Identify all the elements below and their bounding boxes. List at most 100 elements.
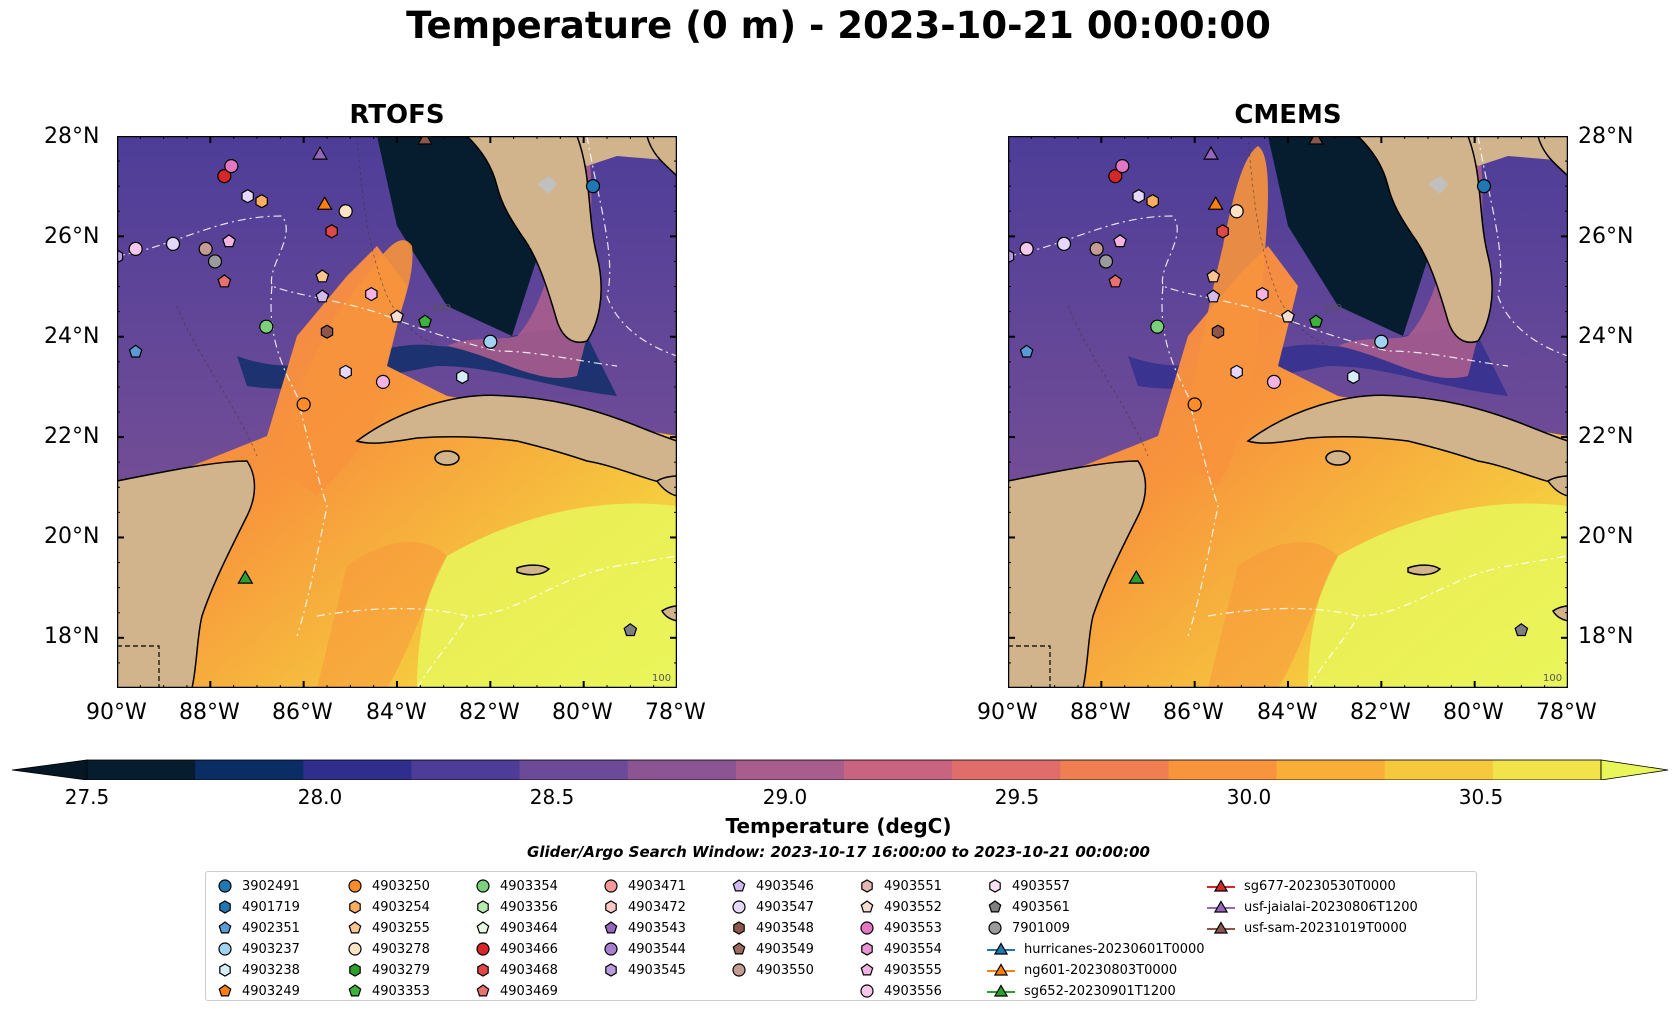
argo-float-marker xyxy=(325,224,338,239)
legend-label: 4903548 xyxy=(756,920,814,936)
legend-item: 4903554 xyxy=(858,940,942,958)
legend-label: 4903543 xyxy=(628,920,686,936)
main-title: Temperature (0 m) - 2023-10-21 00:00:00 xyxy=(406,4,1271,47)
colorbar-extend-low xyxy=(11,759,88,780)
argo-float-marker xyxy=(339,364,352,380)
legend-label: 4903554 xyxy=(884,941,942,957)
legend-label: 4903466 xyxy=(500,941,558,957)
legend-item: 4903548 xyxy=(730,919,814,937)
colorbar-tick: 28.5 xyxy=(529,785,575,809)
lake xyxy=(1428,176,1448,194)
legend-item: 4903550 xyxy=(730,961,814,979)
lat-tick: 26°N xyxy=(44,224,100,249)
legend-marker-hexagon xyxy=(733,921,745,935)
map-cmems: 100 100 xyxy=(1001,130,1569,689)
lat-tick: 28°N xyxy=(44,124,100,149)
argo-float-marker xyxy=(165,236,181,251)
legend-label: 4903238 xyxy=(242,962,300,978)
legend-marker-hexagon xyxy=(989,879,1001,893)
lat-tick: 22°N xyxy=(1578,424,1634,449)
argo-float-marker xyxy=(1211,324,1225,339)
legend-item: hurricanes-20230601T0000 xyxy=(986,940,1205,958)
legend-label: 4903561 xyxy=(1012,899,1070,915)
legend-marker-pentagon xyxy=(732,942,746,955)
legend-marker-hexagon xyxy=(861,942,873,956)
legend-item: 4903551 xyxy=(858,877,942,895)
isobath-contours xyxy=(176,135,438,457)
legend-label: 4903250 xyxy=(372,878,430,894)
colorbar-segment xyxy=(735,760,845,780)
argo-float-marker xyxy=(1206,269,1221,283)
legend-item: 4903557 xyxy=(986,877,1070,895)
legend-label: 4903556 xyxy=(884,983,942,999)
legend-label: 4903249 xyxy=(242,983,300,999)
map-frame xyxy=(116,135,678,689)
legend-marker-circle xyxy=(476,879,490,893)
legend-item: 4903249 xyxy=(216,982,300,1000)
legend-label: 4903552 xyxy=(884,899,942,915)
legend-marker-pentagon xyxy=(604,921,618,934)
legend-item: 4903354 xyxy=(474,877,558,895)
glider-marker xyxy=(312,145,328,160)
legend-item: 4903553 xyxy=(858,919,942,937)
legend-item: 4903356 xyxy=(474,898,558,916)
lon-tick: 90°W xyxy=(86,700,147,725)
legend-item: 7901009 xyxy=(986,919,1070,937)
legend-label: 4903278 xyxy=(372,941,430,957)
legend-marker-circle xyxy=(348,942,362,956)
argo-float-marker xyxy=(315,289,330,303)
legend-item: 4901719 xyxy=(216,898,300,916)
colorbar xyxy=(11,759,1669,780)
legend-marker-circle xyxy=(476,942,490,956)
legend-item: 4903549 xyxy=(730,940,814,958)
legend-marker-circle xyxy=(218,879,232,893)
argo-float-marker xyxy=(456,369,469,385)
lat-tick: 18°N xyxy=(44,624,100,649)
glider-marker xyxy=(1203,145,1219,160)
land xyxy=(1007,135,1569,689)
legend-marker-triangle-line xyxy=(993,984,1009,997)
colorbar-segment xyxy=(1276,760,1386,780)
argo-float-marker xyxy=(241,189,254,204)
legend-label: 4903279 xyxy=(372,962,430,978)
lon-tick: 82°W xyxy=(459,700,520,725)
argo-float-marker xyxy=(217,169,232,184)
legend-item: sg652-20230901T1200 xyxy=(986,982,1176,1000)
lon-tick: 90°W xyxy=(977,700,1038,725)
colorbar-segment xyxy=(1492,760,1602,780)
legend-marker-circle xyxy=(218,942,232,956)
argo-float-marker xyxy=(1089,241,1104,257)
legend-label: 4902351 xyxy=(242,920,300,936)
argo-float-marker xyxy=(623,623,638,637)
colorbar-segment xyxy=(844,760,953,780)
lon-tick: 86°W xyxy=(272,700,333,725)
legend-item: 4903546 xyxy=(730,877,814,895)
legend-label: 4903553 xyxy=(884,920,942,936)
legend-item: 4903471 xyxy=(602,877,686,895)
legend-item: ng601-20230803T0000 xyxy=(986,961,1177,979)
argo-float-marker xyxy=(128,344,143,358)
legend-item: 4903279 xyxy=(346,961,430,979)
legend-label: 4903255 xyxy=(372,920,430,936)
argo-float-marker xyxy=(338,204,353,219)
legend-marker-triangle-line xyxy=(1213,921,1229,934)
panel-title-rtofs: RTOFS xyxy=(349,100,445,130)
lake xyxy=(537,176,557,194)
argo-float-marker xyxy=(1374,334,1389,349)
legend-label: 4903356 xyxy=(500,899,558,915)
legend-marker-hexagon xyxy=(477,963,489,977)
argo-float-marker xyxy=(1150,319,1165,334)
colorbar-tick: 30.5 xyxy=(1458,785,1504,809)
lat-tick: 18°N xyxy=(1578,624,1634,649)
argo-float-marker xyxy=(365,286,378,302)
argo-float-marker xyxy=(1309,314,1323,328)
lon-tick: 80°W xyxy=(1443,700,1504,725)
argo-float-marker xyxy=(1281,309,1295,323)
legend-item: 4903556 xyxy=(858,982,942,1000)
lon-tick: 84°W xyxy=(366,700,427,725)
legend-item: sg677-20230530T0000 xyxy=(1206,877,1396,895)
argo-float-marker xyxy=(1019,344,1034,358)
legend-marker-pentagon xyxy=(476,921,490,934)
legend-item: 4903555 xyxy=(858,961,942,979)
legend-label: 7901009 xyxy=(1012,920,1070,936)
